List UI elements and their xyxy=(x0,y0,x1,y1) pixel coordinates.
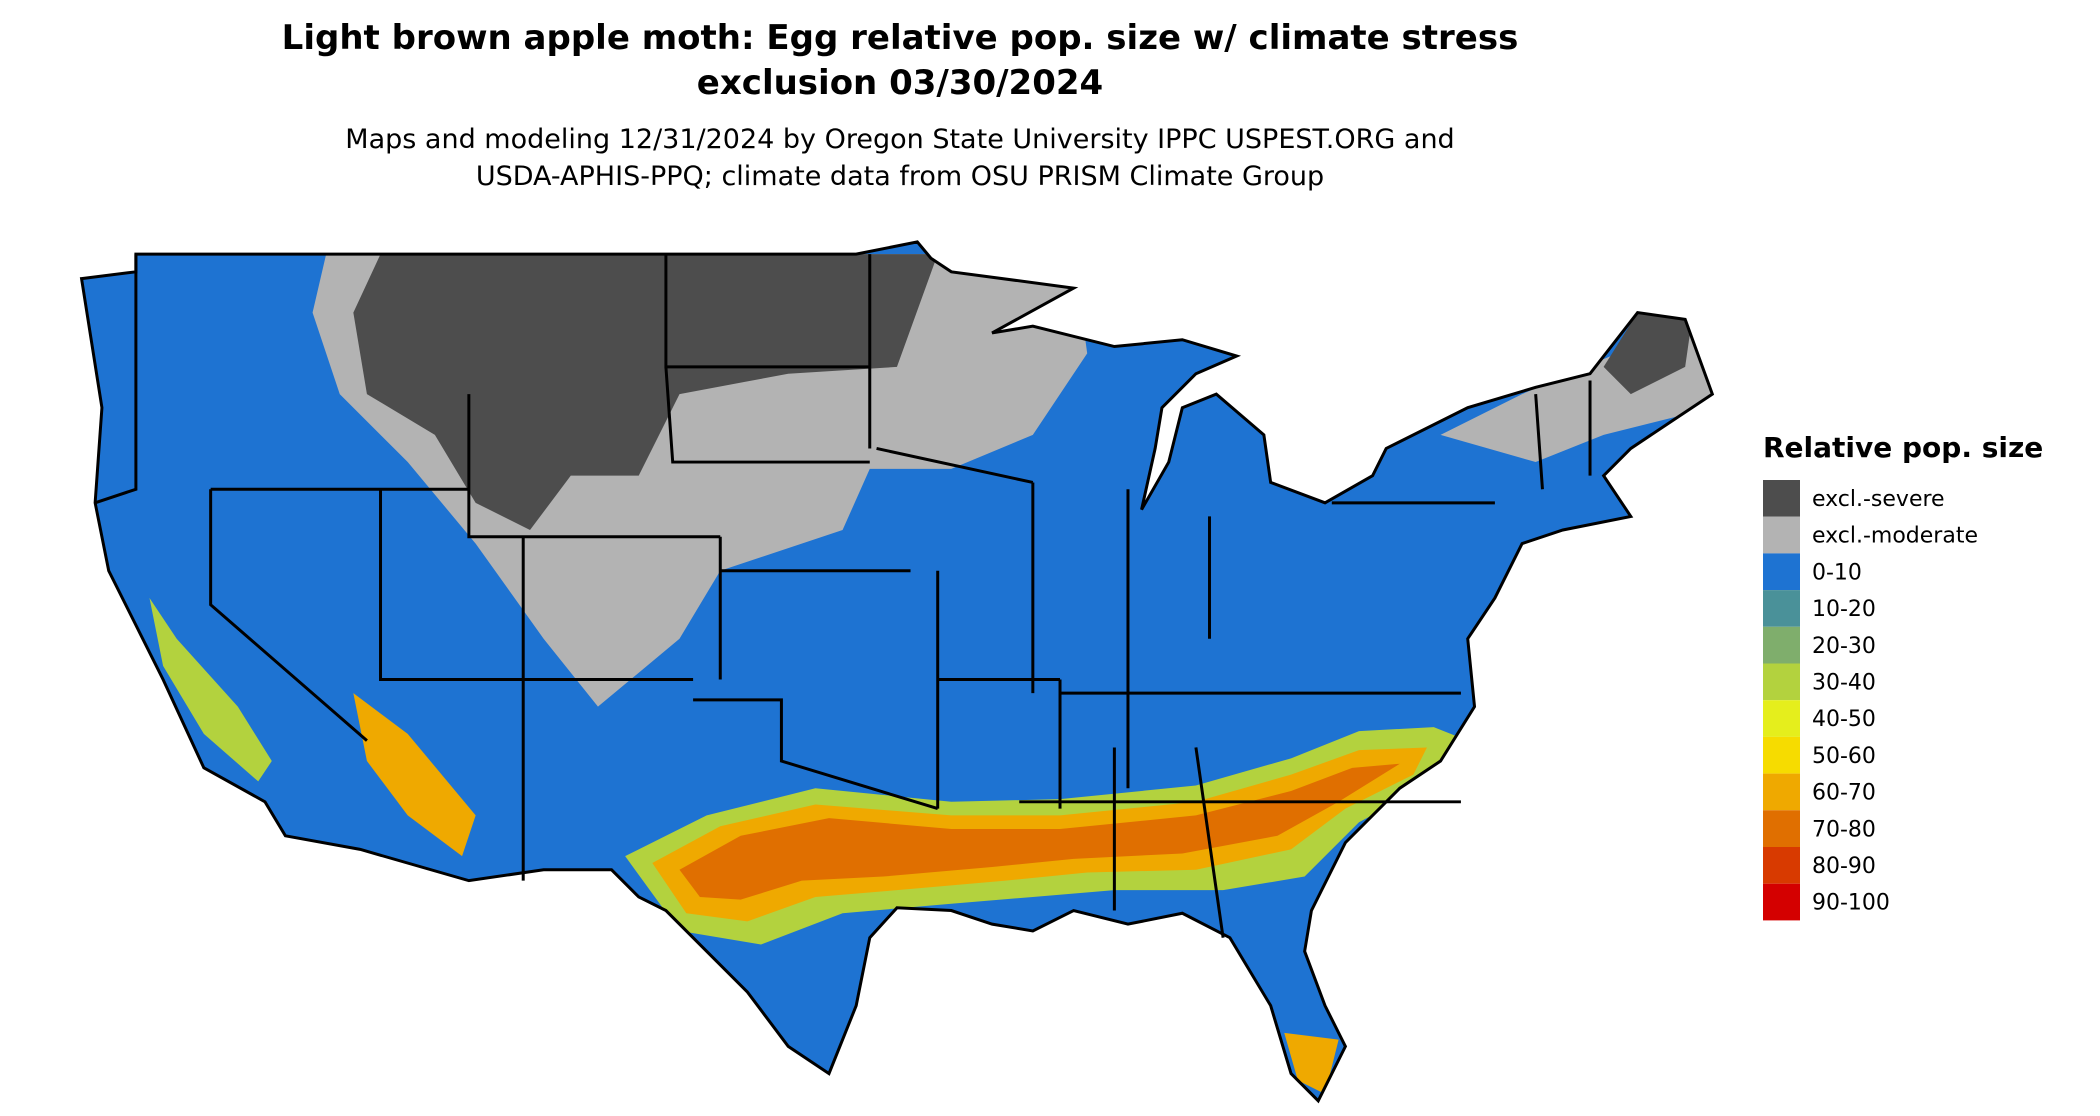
region-excl-severe xyxy=(353,254,938,531)
legend-swatch xyxy=(1763,773,1800,811)
legend-swatch xyxy=(1763,516,1800,554)
legend-label: 80-90 xyxy=(1812,854,1876,879)
legend-swatch xyxy=(1763,626,1800,664)
legend-label: 20-30 xyxy=(1812,634,1876,659)
subtitle-line: USDA-APHIS-PPQ; climate data from OSU PR… xyxy=(476,161,1324,192)
region-excl-severe xyxy=(1603,312,1692,395)
legend-swatch xyxy=(1763,700,1800,737)
region-30-40 xyxy=(149,597,272,782)
legend-label: 30-40 xyxy=(1812,671,1876,696)
legend-label: 10-20 xyxy=(1812,597,1876,622)
state-borders xyxy=(80,240,1714,1103)
legend-title: Relative pop. size xyxy=(1763,431,2043,464)
legend-swatch xyxy=(1763,883,1800,921)
legend-label: 60-70 xyxy=(1812,781,1876,806)
map xyxy=(80,240,1714,1103)
legend-swatch xyxy=(1763,590,1800,627)
title-line: exclusion 03/30/2024 xyxy=(697,63,1103,103)
legend-label: 90-100 xyxy=(1812,891,1890,916)
regions xyxy=(149,254,1713,1094)
region-60-70 xyxy=(353,693,476,857)
legend-label: 50-60 xyxy=(1812,744,1876,769)
subtitle-line: Maps and modeling 12/31/2024 by Oregon S… xyxy=(345,124,1454,155)
region-70-80 xyxy=(679,763,1400,900)
legend-swatch xyxy=(1763,736,1800,774)
legend-label: 70-80 xyxy=(1812,817,1876,842)
state-border-lines xyxy=(94,254,1592,938)
legend-swatch xyxy=(1763,480,1800,517)
legend-label: 0-10 xyxy=(1812,560,1862,585)
title-line: Light brown apple moth: Egg relative pop… xyxy=(282,18,1519,58)
legend-swatch xyxy=(1763,847,1800,884)
legend-label: 40-50 xyxy=(1812,707,1876,732)
legend: excl.-severe excl.-moderate 0-10 10-20 20-30… xyxy=(1763,480,1978,921)
legend-label: excl.-severe xyxy=(1812,487,1945,512)
legend-swatch xyxy=(1763,663,1800,701)
legend-label: excl.-moderate xyxy=(1812,524,1978,549)
legend-swatch xyxy=(1763,810,1800,847)
legend-swatch xyxy=(1763,553,1800,591)
